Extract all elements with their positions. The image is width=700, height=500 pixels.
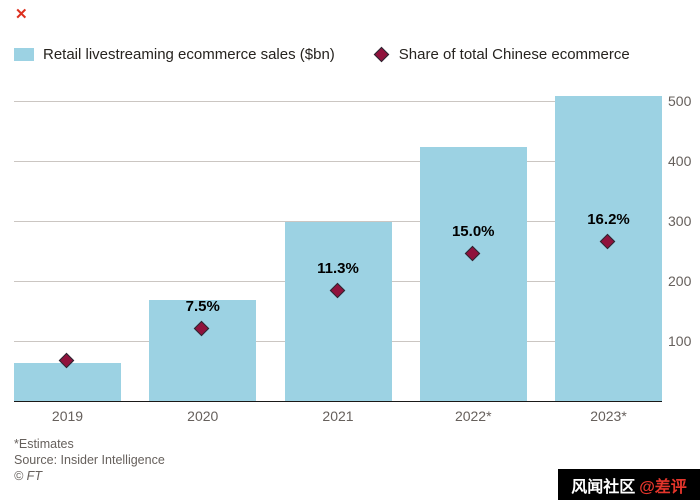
y-tick-label: 300 xyxy=(668,213,692,230)
footer: *Estimates Source: Insider Intelligence … xyxy=(14,436,165,484)
legend-label-share: Share of total Chinese ecommerce xyxy=(398,46,630,63)
watermark: 风闻社区 @差评 xyxy=(558,469,700,500)
y-tick-label: 100 xyxy=(668,333,692,350)
y-tick-label: 200 xyxy=(668,273,692,290)
bar-2019 xyxy=(14,363,121,402)
bar-swatch-icon xyxy=(14,48,34,61)
share-label-2021: 11.3% xyxy=(317,260,359,277)
legend-item-sales: Retail livestreaming ecommerce sales ($b… xyxy=(14,46,335,63)
gridline-300 xyxy=(14,221,662,222)
legend: Retail livestreaming ecommerce sales ($b… xyxy=(14,46,630,63)
x-axis-labels: 2019 2020 2021 2022* 2023* xyxy=(14,408,662,426)
estimates-note: *Estimates xyxy=(14,437,74,451)
x-tick-label: 2021 xyxy=(322,408,354,424)
legend-label-sales: Retail livestreaming ecommerce sales ($b… xyxy=(43,46,335,63)
gridline-400 xyxy=(14,161,662,162)
watermark-site: 风闻社区 xyxy=(571,478,636,496)
y-tick-label: 500 xyxy=(668,93,692,110)
share-label-2020: 7.5% xyxy=(185,298,220,315)
source-note: Source: Insider Intelligence xyxy=(14,453,165,467)
ft-credit: © FT xyxy=(14,469,42,483)
bar-2020 xyxy=(149,300,257,402)
watermark-handle: @差评 xyxy=(639,478,687,496)
x-tick-label: 2019 xyxy=(51,408,84,424)
bar-2021 xyxy=(284,222,392,402)
y-axis-labels: 100 200 300 400 500 xyxy=(668,92,700,402)
plot-area: 7.5% 11.3% 15.0% 16.2% xyxy=(14,92,662,402)
share-label-2023*: 16.2% xyxy=(587,211,630,228)
close-icon[interactable]: ✕ xyxy=(15,6,28,23)
legend-item-share: Share of total Chinese ecommerce xyxy=(373,46,630,63)
bar-2022* xyxy=(419,147,527,402)
bar-2023* xyxy=(555,96,662,402)
share-label-2022*: 15.0% xyxy=(451,223,495,240)
x-axis-baseline xyxy=(14,401,662,402)
gridline-500 xyxy=(14,101,662,102)
diamond-icon xyxy=(373,46,390,63)
x-tick-label: 2023* xyxy=(590,408,627,424)
x-tick-label: 2022* xyxy=(454,408,492,424)
y-tick-label: 400 xyxy=(668,153,692,170)
x-tick-label: 2020 xyxy=(187,408,219,424)
